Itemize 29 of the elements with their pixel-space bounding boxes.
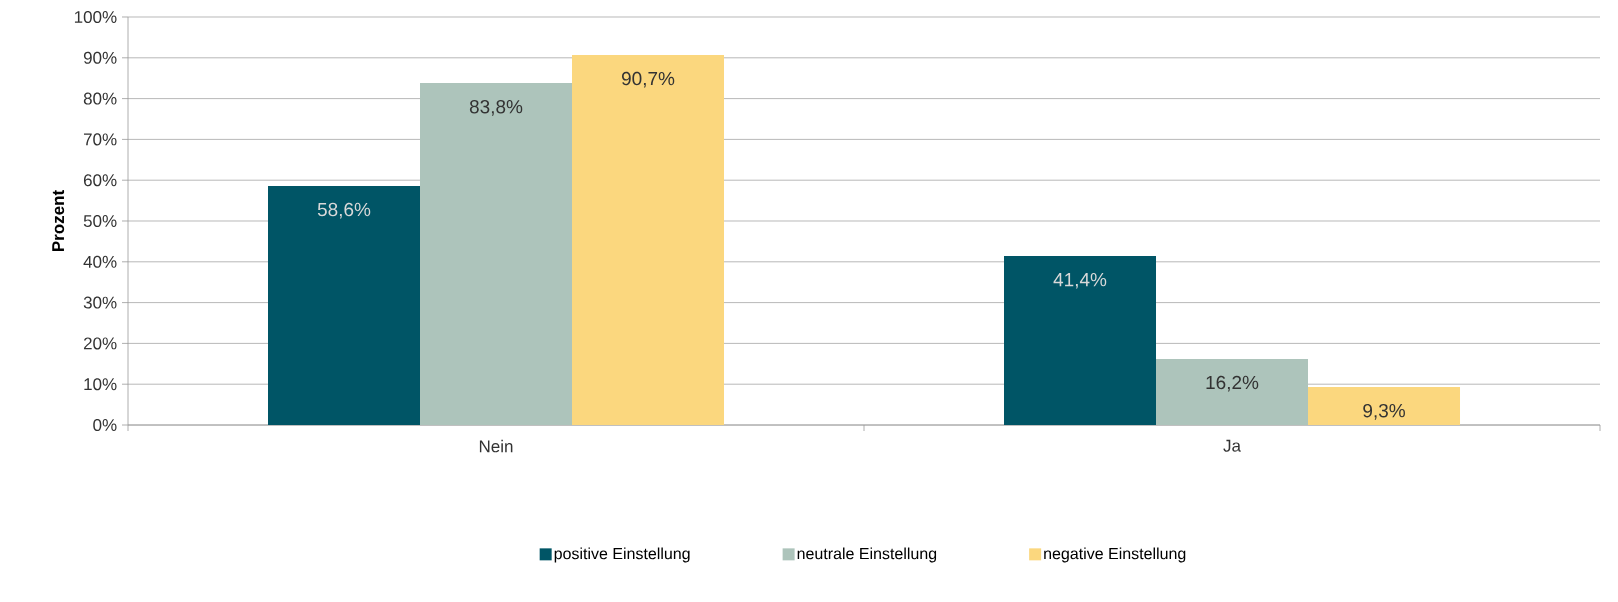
- y-tick-label: 20%: [83, 337, 117, 350]
- y-tick-label: 80%: [83, 92, 117, 105]
- y-tick-label: 100%: [74, 10, 117, 24]
- y-tick-label: 70%: [83, 133, 117, 146]
- y-tick-label: 0%: [93, 418, 117, 432]
- bar: [1004, 256, 1156, 425]
- y-tick-label: 10%: [84, 378, 117, 391]
- y-tick-label: 40%: [83, 255, 117, 268]
- data-label: 83,8%: [469, 99, 523, 116]
- y-tick-label: 30%: [83, 296, 117, 309]
- bar: [1308, 387, 1461, 425]
- legend-label: positive Einstellung: [554, 547, 690, 563]
- bar: [572, 54, 724, 425]
- x-tick-label: Ja: [1223, 439, 1241, 452]
- legend-label: neutrale Einstellung: [797, 547, 937, 563]
- y-tick-label: 90%: [83, 51, 117, 64]
- bar: [420, 83, 572, 425]
- data-label: 41,4%: [1053, 272, 1107, 289]
- data-label: 9,3%: [1363, 403, 1405, 420]
- y-axis-title: Prozent: [52, 190, 65, 252]
- data-label: 90,7%: [621, 71, 675, 88]
- data-label: 16,2%: [1206, 375, 1259, 392]
- legend-label: negative Einstellung: [1044, 547, 1186, 563]
- y-tick-label: 60%: [83, 174, 117, 187]
- data-label: 58,6%: [317, 202, 371, 219]
- bar: [1156, 358, 1309, 425]
- bar: [268, 185, 420, 425]
- y-tick-label: 50%: [83, 214, 117, 228]
- x-tick-label: Nein: [479, 439, 513, 453]
